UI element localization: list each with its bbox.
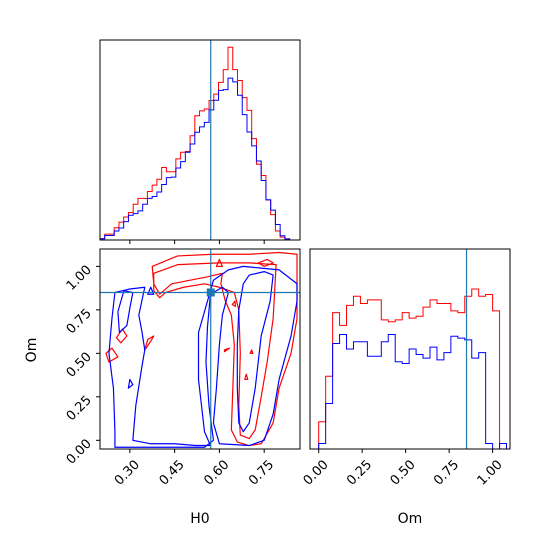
contour-blue-3 <box>127 378 134 389</box>
contour-red-5 <box>215 258 223 267</box>
h0-tick-label: 0.60 <box>201 457 232 488</box>
om-histogram-blue <box>311 333 508 450</box>
om-hist-tick-label: 0.50 <box>388 457 419 488</box>
x-axis-label-h0: H0 <box>190 511 209 527</box>
contour-red-10 <box>249 349 254 354</box>
contour-blue-2 <box>236 271 274 433</box>
contour-frame <box>99 248 301 450</box>
contour-red-0 <box>151 251 298 447</box>
om-histogram-red <box>311 288 507 450</box>
om-tick-label: 0.50 <box>64 350 95 381</box>
om-histogram-frame <box>309 248 511 450</box>
x-axis-label-om: Om <box>398 511 423 527</box>
om-hist-tick-label: 0.00 <box>301 457 332 488</box>
contour-blue-0 <box>108 265 298 448</box>
contour-red-2 <box>105 347 119 363</box>
om-hist-tick-label: 0.25 <box>344 457 375 488</box>
contour-red-8 <box>223 347 231 353</box>
y-axis-label-om: Om <box>24 338 40 363</box>
contour-red-7 <box>231 300 237 307</box>
histogram-h0 <box>99 39 301 244</box>
contour-red-9 <box>244 373 249 381</box>
om-tick-label: 0.25 <box>64 393 95 424</box>
contour-red-4 <box>144 335 155 351</box>
contour-blue-1 <box>117 290 134 334</box>
om-tick-label: 0.75 <box>64 306 95 337</box>
contour-h0-om: 0.30 0.45 0.60 0.75 0.00 0.25 0.50 0.75 1.00 <box>64 248 301 489</box>
h0-tick-label: 0.45 <box>157 457 188 488</box>
contour-blue-4 <box>147 286 155 295</box>
h0-tick-label: 0.30 <box>112 457 143 488</box>
om-tick-label: 0.00 <box>64 437 95 468</box>
truth-marker <box>206 288 215 297</box>
h0-histogram-frame <box>99 39 301 241</box>
h0-tick-label: 0.75 <box>246 457 277 488</box>
histogram-om: 0.00 0.25 0.50 0.75 1.00 <box>301 248 511 489</box>
contour-red-6 <box>257 258 274 267</box>
contour-red-1 <box>153 262 277 440</box>
h0-histogram-blue <box>99 77 291 240</box>
om-hist-tick-label: 0.75 <box>431 457 462 488</box>
om-tick-label: 1.00 <box>64 263 95 294</box>
om-hist-tick-label: 1.00 <box>475 457 506 488</box>
